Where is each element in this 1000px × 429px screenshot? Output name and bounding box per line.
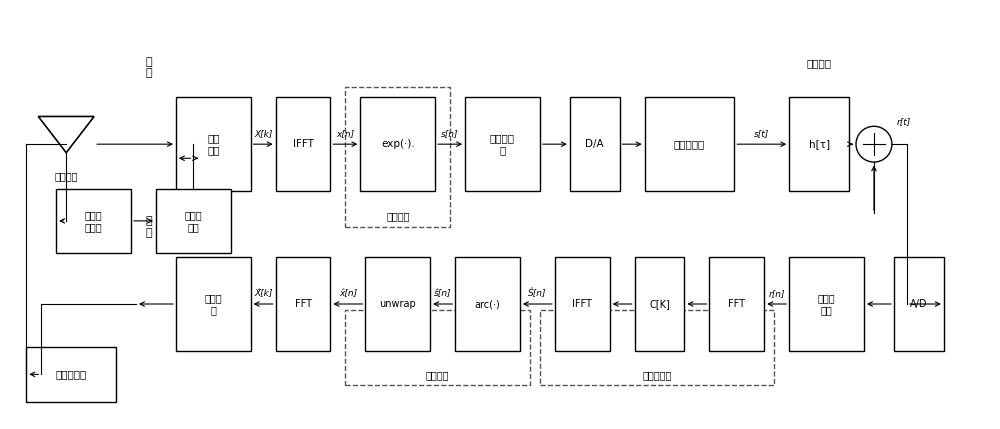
Bar [176,97,251,191]
Bar [789,97,849,191]
Bar [360,97,435,191]
Text: X[k]: X[k] [254,129,272,138]
Bar [365,257,430,351]
Text: IFFT: IFFT [572,299,592,309]
Text: 功率放大器: 功率放大器 [674,139,705,149]
Text: ŝ[n]: ŝ[n] [434,289,451,298]
Polygon shape [38,116,94,153]
Text: r[t]: r[t] [897,118,911,127]
Text: FFT: FFT [728,299,745,309]
Text: 频域均衡器: 频域均衡器 [642,371,672,381]
Text: 雷达处理器: 雷达处理器 [56,369,87,379]
Bar [894,257,944,351]
Text: h[τ]: h[τ] [809,139,830,149]
Ellipse shape [856,126,892,162]
Text: exp(·).: exp(·). [381,139,415,149]
Text: IFFT: IFFT [293,139,313,149]
Text: FFT: FFT [295,299,312,309]
Text: 衰落信道: 衰落信道 [807,58,832,68]
Bar [276,97,330,191]
Text: s[t]: s[t] [754,129,769,138]
Text: 子载波
分配: 子载波 分配 [185,210,202,232]
Text: 相位解调: 相位解调 [426,371,449,381]
Text: 输
入: 输 入 [146,57,152,78]
Text: 扫频天线: 扫频天线 [54,171,78,181]
Bar [570,97,620,191]
Text: X̂[k]: X̂[k] [254,289,272,298]
Bar [555,257,610,351]
Text: C[K]: C[K] [649,299,670,309]
Text: D/A: D/A [585,139,604,149]
Bar [345,87,450,227]
Bar [789,257,864,351]
Text: 星座
映射: 星座 映射 [207,133,220,155]
Text: unwrap: unwrap [379,299,416,309]
Bar [345,311,530,385]
Bar [540,311,774,385]
Text: 加循环前
级: 加循环前 级 [490,133,515,155]
Text: arc(·): arc(·) [475,299,500,309]
Text: x[n]: x[n] [336,129,354,138]
Bar [455,257,520,351]
Text: 动态频
谱感知: 动态频 谱感知 [85,210,102,232]
Text: 输
出: 输 出 [146,217,152,238]
Text: Ŝ[n]: Ŝ[n] [528,289,547,298]
Text: 去循环
前级: 去循环 前级 [818,293,835,315]
Text: r[n]: r[n] [768,289,785,298]
Bar [56,189,131,253]
Text: A/D: A/D [910,299,928,309]
Bar [709,257,764,351]
Text: 星座映
射: 星座映 射 [204,293,222,315]
Bar [465,97,540,191]
Bar [176,257,251,351]
Bar [156,189,231,253]
Bar [645,97,734,191]
Bar [635,257,684,351]
Bar [276,257,330,351]
Bar [26,347,116,402]
Text: s[n]: s[n] [441,129,459,138]
Text: 相位调制: 相位调制 [386,211,410,222]
Text: x̂[n]: x̂[n] [339,289,357,298]
